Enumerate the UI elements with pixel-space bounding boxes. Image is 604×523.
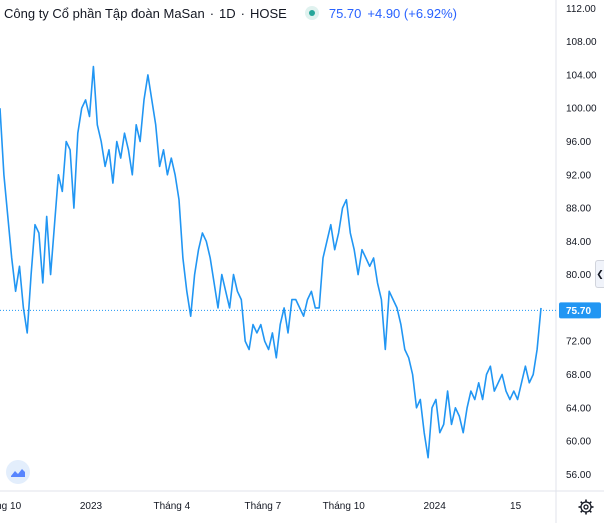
time-tick-label: Tháng 10 [323,501,366,512]
interval-label[interactable]: 1D [219,5,236,21]
time-tick-label: 2024 [424,501,447,512]
time-tick-label: Tháng 10 [0,501,22,512]
last-price-label-text: 75.70 [566,306,591,317]
price-tick-label: 96.00 [566,137,591,148]
time-tick-label: 2023 [80,501,103,512]
symbol-name: Công ty Cổ phần Tập đoàn MaSan [4,5,205,21]
price-tick-label: 100.00 [566,104,597,115]
price-axis[interactable]: 112.00 108.00 104.00 100.00 96.00 92.00 88.00 8… [566,4,597,481]
price-tick-label: 112.00 [566,4,596,15]
price-change: +4.90 (+6.92%) [367,5,458,21]
collapse-arrow-icon[interactable]: ❮ [595,260,604,288]
price-tick-label: 68.00 [566,370,591,381]
price-tick-label: 104.00 [566,70,597,81]
price-tick-label: 56.00 [566,470,591,481]
time-tick-label: Tháng 7 [244,501,281,512]
price-tick-label: 80.00 [566,270,591,281]
price-tick-label: 72.00 [566,337,591,348]
time-tick-label: Tháng 4 [154,501,191,512]
price-line [0,65,542,459]
last-value: 75.70 [328,5,362,21]
time-axis[interactable]: Tháng 10 2023 Tháng 4 Tháng 7 Tháng 10 2024 15 [0,501,522,512]
gear-icon[interactable] [578,499,594,515]
price-tick-label: 84.00 [566,237,591,248]
price-tick-label: 92.00 [566,170,591,181]
last-price-label: 75.70 [559,302,601,319]
price-tick-label: 108.00 [566,37,597,48]
exchange-label: HOSE [250,5,287,21]
price-tick-label: 60.00 [566,437,591,448]
price-tick-label: 88.00 [566,204,591,215]
status-dot-icon [304,6,319,20]
legend-header: Công ty Cổ phần Tập đoàn MaSan · 1D · HO… [4,4,458,22]
price-tick-label: 64.00 [566,403,591,414]
tradingview-logo-icon[interactable] [6,460,30,484]
time-tick-label: 15 [510,501,522,512]
